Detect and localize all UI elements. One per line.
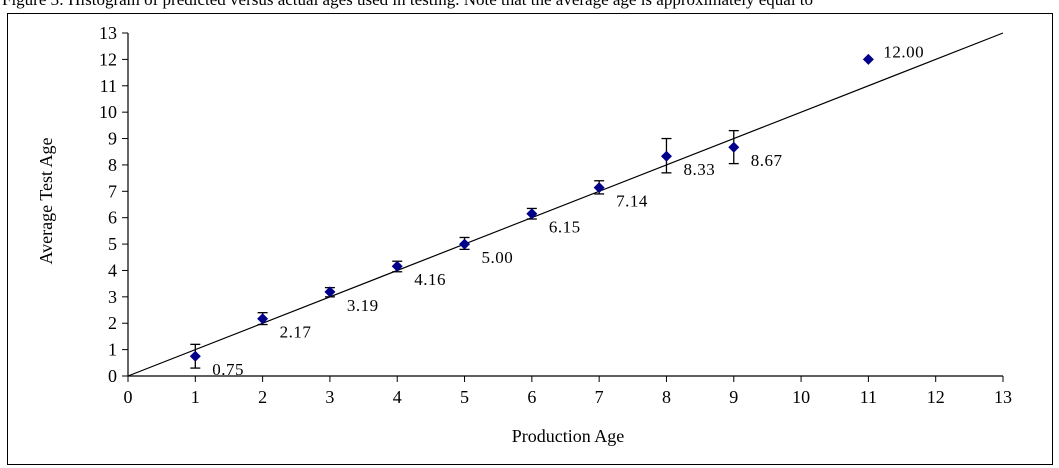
x-tick-label: 5 [460,387,469,407]
x-tick-label: 1 [191,387,200,407]
y-tick-label: 5 [108,234,117,254]
x-tick-label: 12 [927,387,945,407]
data-point [862,53,874,65]
x-tick-label: 0 [124,387,133,407]
x-tick-label: 10 [792,387,810,407]
data-label: 6.15 [549,218,581,237]
x-tick-label: 7 [595,387,604,407]
data-label: 4.16 [414,270,446,289]
data-point [324,286,336,298]
data-point [257,313,269,325]
y-tick-label: 11 [100,76,117,96]
y-tick-label: 1 [108,340,117,360]
y-axis-label: Average Test Age [36,137,56,264]
data-label: 7.14 [616,192,648,211]
x-tick-label: 3 [325,387,334,407]
y-tick-label: 9 [108,129,117,149]
data-label: 12.00 [883,42,924,61]
data-point [526,208,538,220]
data-label: 8.67 [751,151,783,170]
data-point [660,150,672,162]
x-tick-label: 13 [994,387,1012,407]
data-label: 3.19 [347,296,379,315]
x-tick-label: 8 [662,387,671,407]
y-tick-label: 6 [108,208,117,228]
y-tick-label: 13 [99,23,117,43]
reference-line [127,32,1004,377]
data-point [728,141,740,153]
y-tick-label: 0 [108,366,117,386]
chart-frame [7,13,1053,465]
x-tick-label: 11 [860,387,877,407]
y-tick-label: 8 [108,155,117,175]
data-label: 0.75 [212,360,244,379]
y-tick-label: 7 [108,181,117,201]
y-tick-label: 2 [108,313,117,333]
data-label: 8.33 [683,160,715,179]
y-tick-label: 3 [108,287,117,307]
data-label: 2.17 [280,323,312,342]
x-tick-label: 6 [527,387,536,407]
y-tick-label: 4 [108,260,117,280]
x-tick-label: 4 [393,387,402,407]
data-label: 5.00 [482,248,514,267]
x-tick-label: 9 [729,387,738,407]
y-tick-label: 12 [99,49,117,69]
figure-caption: Figure 3: Histogram of predicted versus … [2,0,813,9]
x-tick-label: 2 [258,387,267,407]
data-point [459,238,471,250]
x-axis-label: Production Age [512,426,625,446]
y-tick-label: 10 [99,102,117,122]
data-point [391,260,403,272]
data-point [593,182,605,194]
data-point [189,350,201,362]
